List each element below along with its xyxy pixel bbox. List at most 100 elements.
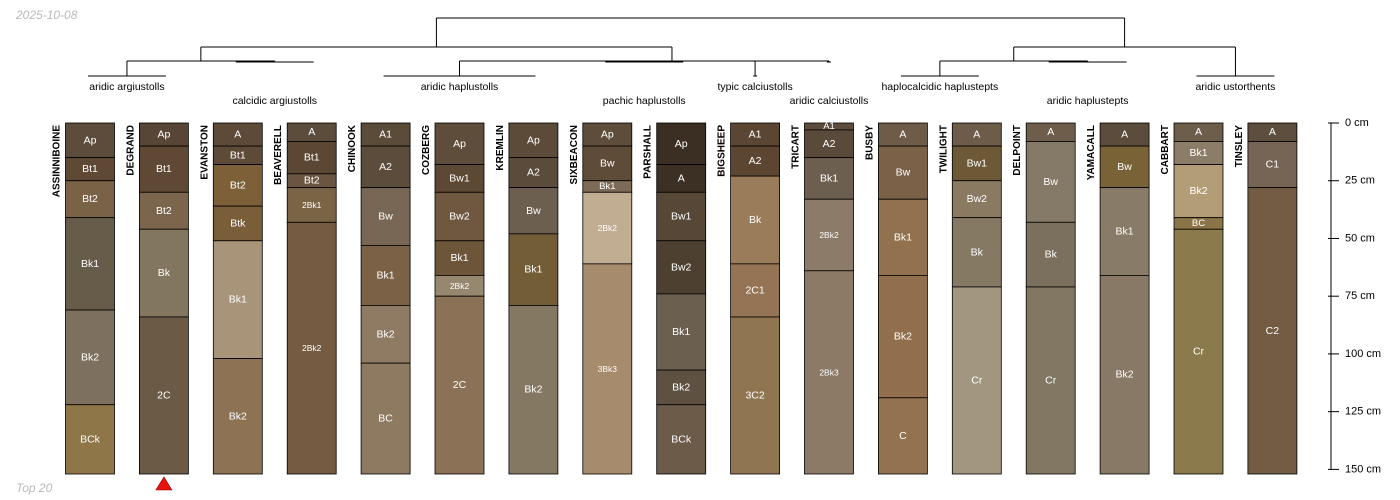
horizon-label: Bk2 [524, 384, 542, 396]
horizon-label: Bt2 [156, 205, 172, 217]
axis-tick-label: 125 cm [1345, 406, 1381, 418]
group-label: aridic calciustolls [790, 95, 869, 107]
horizon-label: BCk [80, 433, 101, 445]
group-label: aridic haplustepts [1047, 95, 1129, 107]
horizon-label: Bw [896, 167, 911, 179]
profile-sixbeacon: Ap Bw Bk1 2Bk2 3Bk3 SIXBEACON [569, 122, 633, 475]
horizon-label: Bw1 [449, 172, 470, 184]
horizon-block [656, 122, 707, 165]
profile-yamacall: A Bw Bk1 Bk2 YAMACALL [1086, 122, 1150, 475]
profile-kremlin: Ap A2 Bw Bk1 Bk2 KREMLIN [495, 122, 559, 475]
horizon-label: Bk2 [1189, 185, 1207, 197]
horizon-block [360, 362, 411, 475]
horizon-label: 2Bk2 [450, 281, 470, 291]
horizon-label: 2Bk1 [302, 200, 322, 210]
horizon-block [951, 145, 1002, 182]
horizon-block [212, 164, 263, 207]
horizon-label: Ap [453, 138, 466, 150]
horizon-label: A [678, 172, 685, 184]
horizon-label: Bw1 [967, 157, 988, 169]
profile-name: CHINOOK [347, 124, 358, 172]
profile-name: TINSLEY [1234, 125, 1245, 168]
horizon-label: 2C1 [745, 284, 764, 296]
date-stamp: 2025-10-08 [16, 8, 78, 22]
horizon-label: C2 [1266, 325, 1280, 337]
horizon-label: 2Bk2 [302, 343, 322, 353]
group-label: aridic haplustolls [421, 81, 499, 93]
horizon-label: Bk1 [820, 172, 838, 184]
group-label: typic calciustolls [717, 81, 792, 93]
horizon-block [434, 240, 485, 276]
horizon-label: Ap [84, 134, 97, 146]
horizon-label: A [1195, 126, 1202, 138]
horizon-block [582, 263, 633, 475]
horizon-label: 3C2 [745, 389, 764, 401]
horizon-block [582, 191, 633, 265]
horizon-block [730, 175, 780, 265]
horizon-label: Bw [378, 211, 393, 223]
horizon-block [656, 164, 707, 193]
profile-twilight: A Bw1 Bw2 Bk Cr TWILIGHT [938, 122, 1002, 475]
horizon-label: 3Bk3 [598, 364, 618, 374]
horizon-label: A2 [749, 155, 762, 167]
horizon-block [138, 228, 189, 318]
horizon-block [360, 145, 411, 189]
horizon-block [360, 244, 411, 306]
horizon-label: Bw [1043, 176, 1058, 188]
horizon-block [656, 293, 707, 371]
horizon-label: 2Bk2 [598, 223, 618, 233]
profile-name: KREMLIN [495, 125, 506, 171]
horizon-block [1247, 187, 1298, 475]
horizon-label: A [1121, 129, 1128, 141]
profile-chinook: A1 A2 Bw Bk1 Bk2 BC CHINOOK [347, 122, 411, 475]
horizon-label: A1 [379, 129, 392, 141]
profile-parshall: Ap A Bw1 Bw2 Bk1 Bk2 BCk PARSHALL [643, 122, 707, 475]
horizon-label: 2C [157, 389, 171, 401]
horizon-label: C [899, 430, 907, 442]
horizon-label: Bw2 [967, 193, 988, 205]
horizon-block [730, 316, 780, 475]
horizon-label: Bw [1117, 161, 1132, 173]
horizon-block [1247, 141, 1298, 189]
horizon-block [1173, 228, 1224, 475]
group-label: aridic argiustolls [89, 81, 164, 93]
profile-name: CABBART [1160, 125, 1171, 174]
horizon-block [212, 358, 263, 475]
profile-name: BEAVERELL [273, 125, 284, 185]
profile-assinniboine: Ap Bt1 Bt2 Bk1 Bk2 BCk ASSINNIBOINE [52, 122, 115, 475]
horizon-label: Bk1 [1116, 226, 1134, 238]
horizon-block [434, 295, 485, 475]
horizon-label: Bk2 [377, 328, 395, 340]
axis-tick-label: 75 cm [1345, 290, 1375, 302]
horizon-block [656, 369, 707, 406]
horizon-label: Bt1 [82, 163, 98, 175]
horizon-block [1025, 221, 1076, 288]
horizon-block [804, 270, 854, 475]
horizon-label: Bk1 [450, 252, 468, 264]
horizon-label: Bk [1045, 249, 1058, 261]
horizon-block [434, 191, 485, 242]
profile-name: DEGRAND [125, 125, 136, 176]
horizon-label: 2Bk2 [819, 230, 839, 240]
horizon-label: Bk1 [1189, 147, 1207, 159]
horizon-block [1173, 164, 1224, 219]
profile-name: ASSINNIBOINE [52, 125, 63, 198]
profile-beaverell: A Bt1 Bt2 2Bk1 2Bk2 BEAVERELL [273, 122, 337, 475]
horizon-block [951, 217, 1002, 288]
horizon-label: Bt2 [82, 193, 98, 205]
dendrogram: aridic argiustolls calcidic argiustolls ar… [88, 17, 1275, 107]
horizon-block [434, 164, 485, 193]
profile-busby: A Bw Bk1 Bk2 C BUSBY [864, 122, 928, 475]
profile-name: COZBERG [421, 125, 432, 175]
horizon-label: A [973, 129, 980, 141]
horizon-block [138, 316, 189, 475]
horizon-block [951, 286, 1002, 475]
horizon-label: A [308, 126, 315, 138]
profile-marker-icon [155, 476, 173, 491]
horizon-label: A1 [823, 121, 835, 132]
horizon-block [138, 191, 189, 230]
horizon-block [656, 240, 707, 295]
horizon-label: Bk2 [894, 331, 912, 343]
